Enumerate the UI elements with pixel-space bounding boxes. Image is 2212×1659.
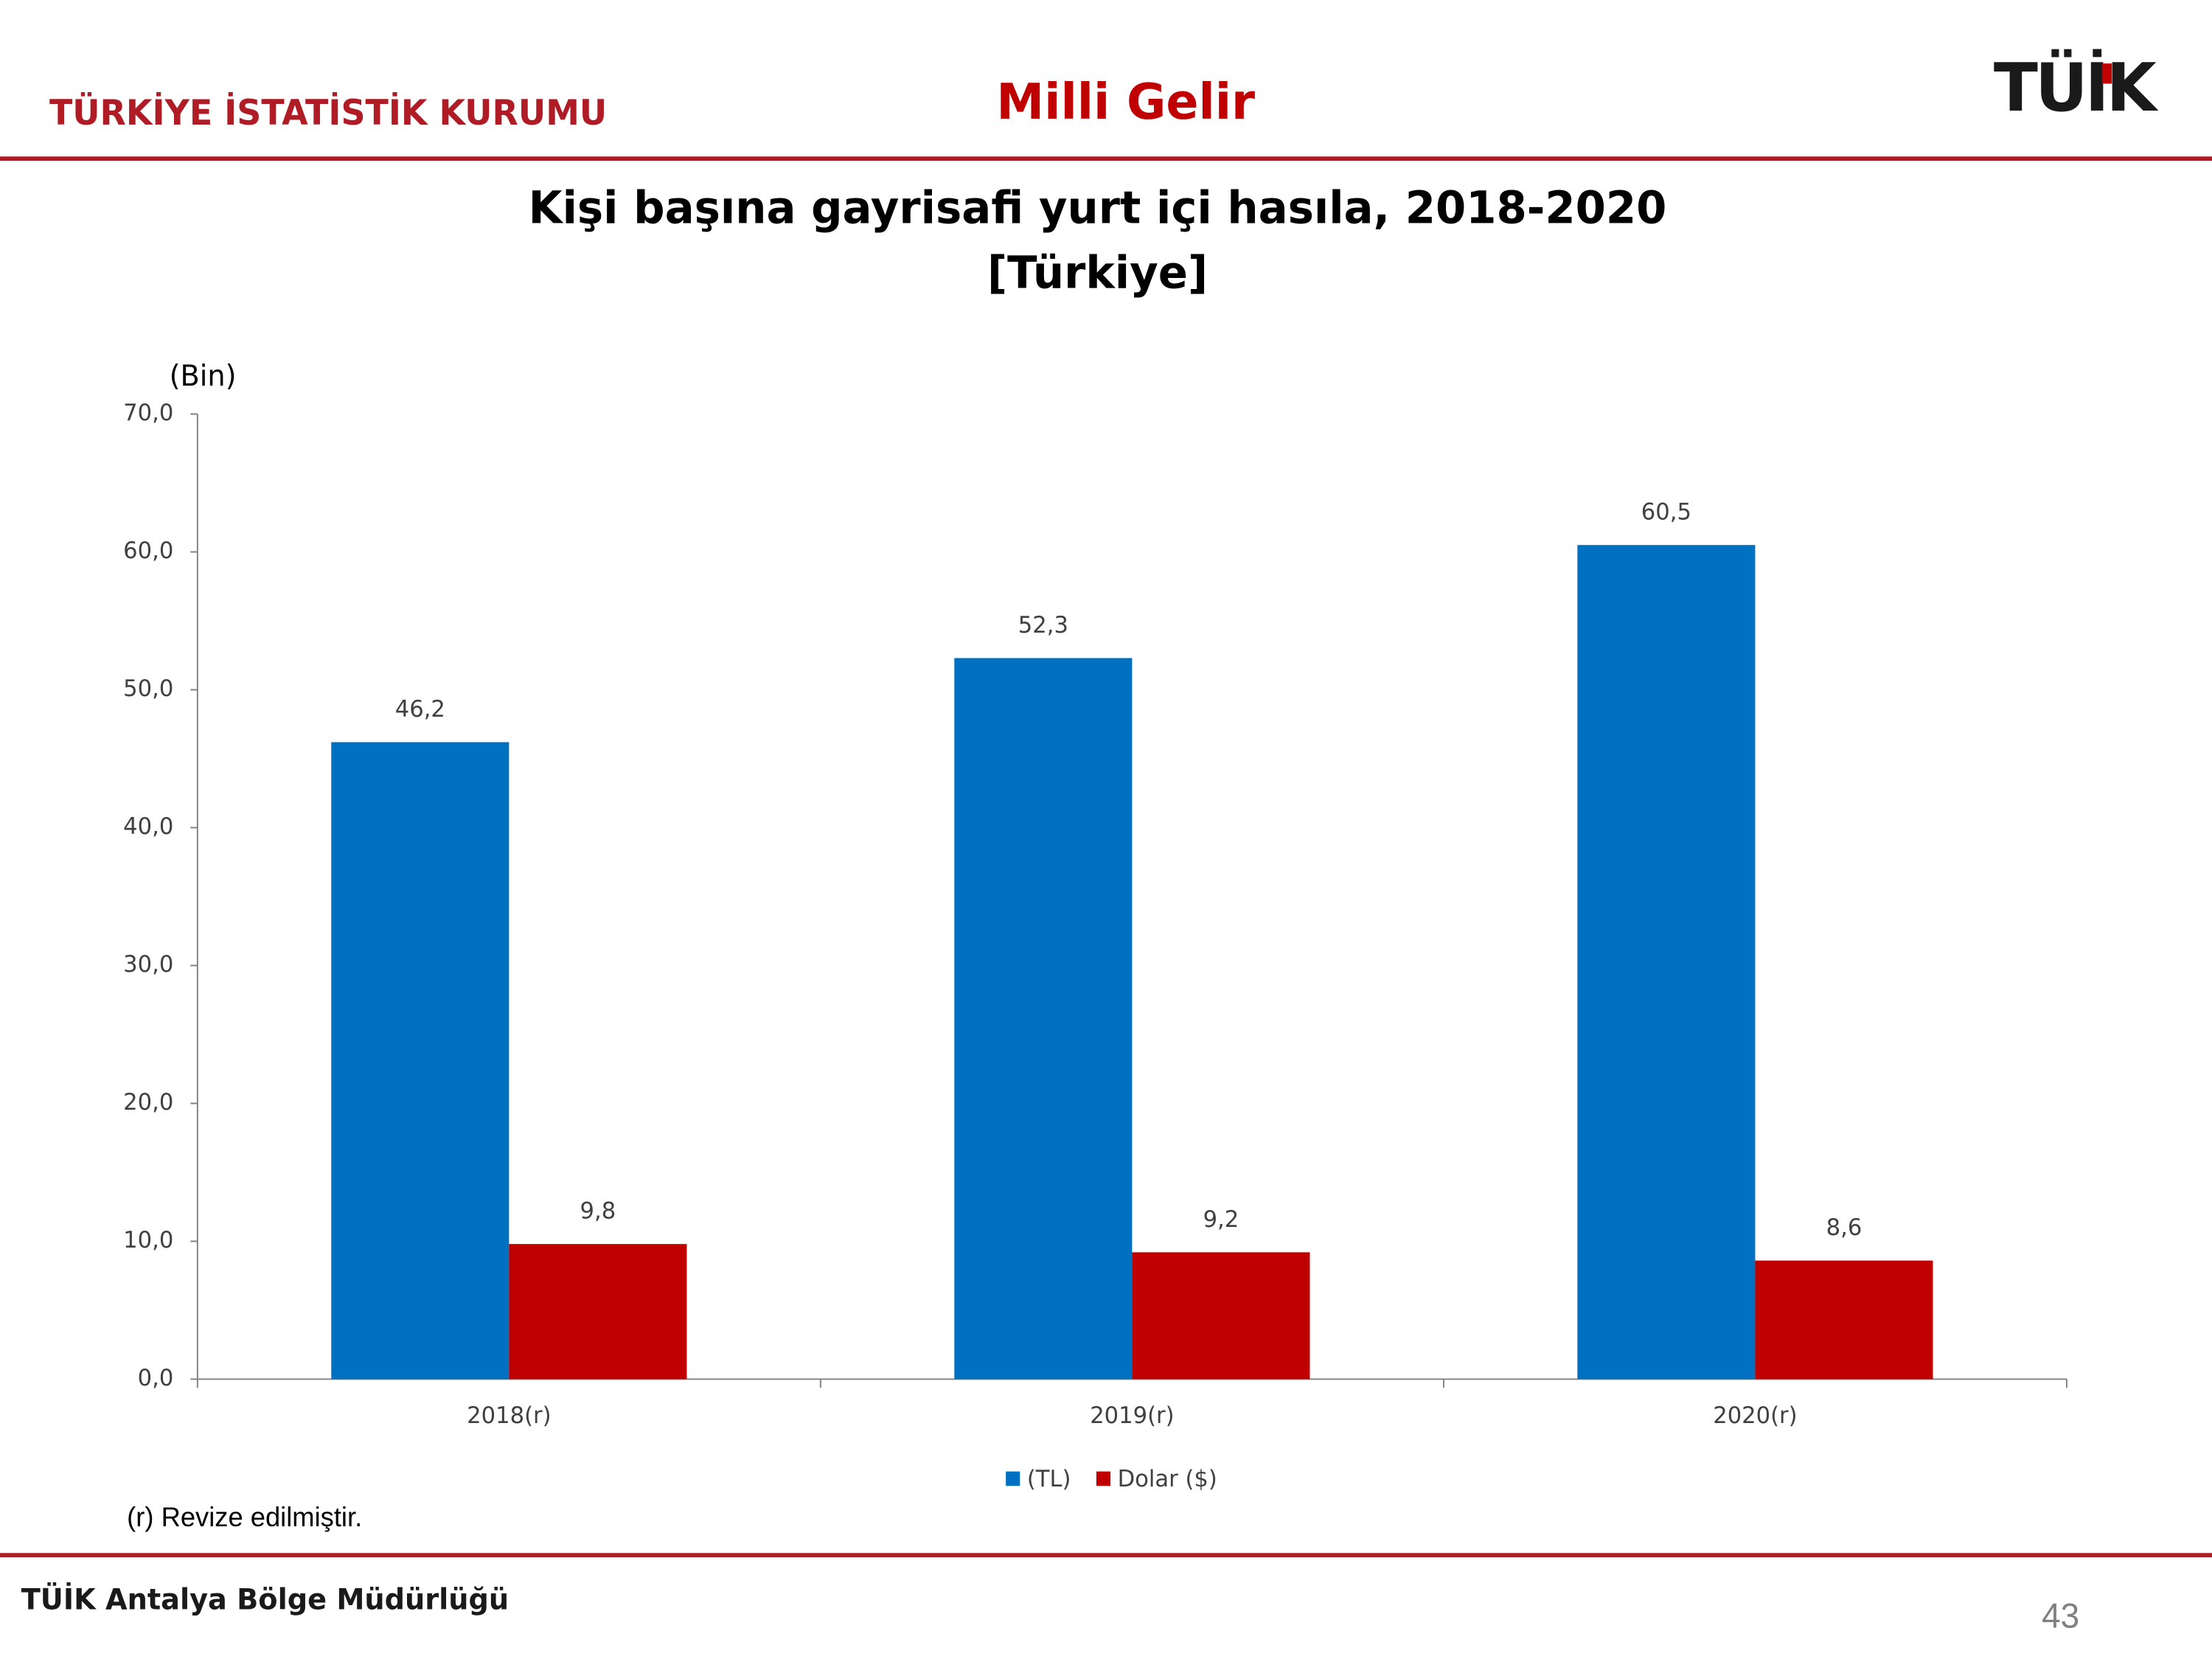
bar <box>1755 1260 1933 1380</box>
y-tick-label: 70,0 <box>123 400 173 426</box>
legend-label: Dolar ($) <box>1118 1466 1217 1492</box>
page-number: 43 <box>2042 1596 2079 1635</box>
legend-swatch <box>1096 1471 1111 1486</box>
x-tick-label: 2020(r) <box>1713 1402 1797 1429</box>
bar <box>509 1244 687 1380</box>
chart-title: Kişi başına gayrisafi yurt içi hasıla, 2… <box>529 182 1667 234</box>
y-tick-label: 50,0 <box>123 675 173 702</box>
value-label: 46,2 <box>395 696 445 723</box>
bar <box>1132 1252 1310 1380</box>
footnote: (r) Revize edilmiştir. <box>127 1502 362 1532</box>
x-tick-label: 2018(r) <box>467 1402 551 1429</box>
bar <box>1577 545 1756 1380</box>
legend-label: (TL) <box>1027 1466 1071 1492</box>
value-label: 9,8 <box>580 1197 616 1224</box>
y-axis-unit: (Bin) <box>170 360 237 394</box>
chart: 0,0 10,0 20,0 30,0 40,0 50,0 60,0 70,0 2018(r) 46… <box>123 400 2067 1492</box>
y-tick-label: 10,0 <box>123 1227 173 1253</box>
footer-office: TÜİK Antalya Bölge Müdürlüğü <box>21 1582 509 1617</box>
logo: TÜİK <box>1994 49 2159 126</box>
y-tick-label: 60,0 <box>123 538 173 564</box>
y-tick-label: 20,0 <box>123 1089 173 1116</box>
section-title: Milli Gelir <box>996 73 1255 131</box>
value-label: 52,3 <box>1018 612 1068 639</box>
bar <box>331 742 509 1380</box>
bar <box>954 658 1133 1380</box>
x-tick-label: 2019(r) <box>1090 1402 1174 1429</box>
y-tick-label: 30,0 <box>123 951 173 978</box>
y-tick-label: 0,0 <box>138 1365 174 1391</box>
organization: TÜRKİYE İSTATİSTİK KURUMU <box>49 93 607 133</box>
value-label: 60,5 <box>1641 498 1691 525</box>
chart-subtitle: [Türkiye] <box>987 247 1208 299</box>
value-label: 9,2 <box>1203 1206 1239 1233</box>
value-label: 8,6 <box>1826 1214 1863 1241</box>
logo-accent <box>2101 63 2112 84</box>
y-tick-label: 40,0 <box>123 813 173 840</box>
legend-swatch <box>1006 1471 1020 1486</box>
